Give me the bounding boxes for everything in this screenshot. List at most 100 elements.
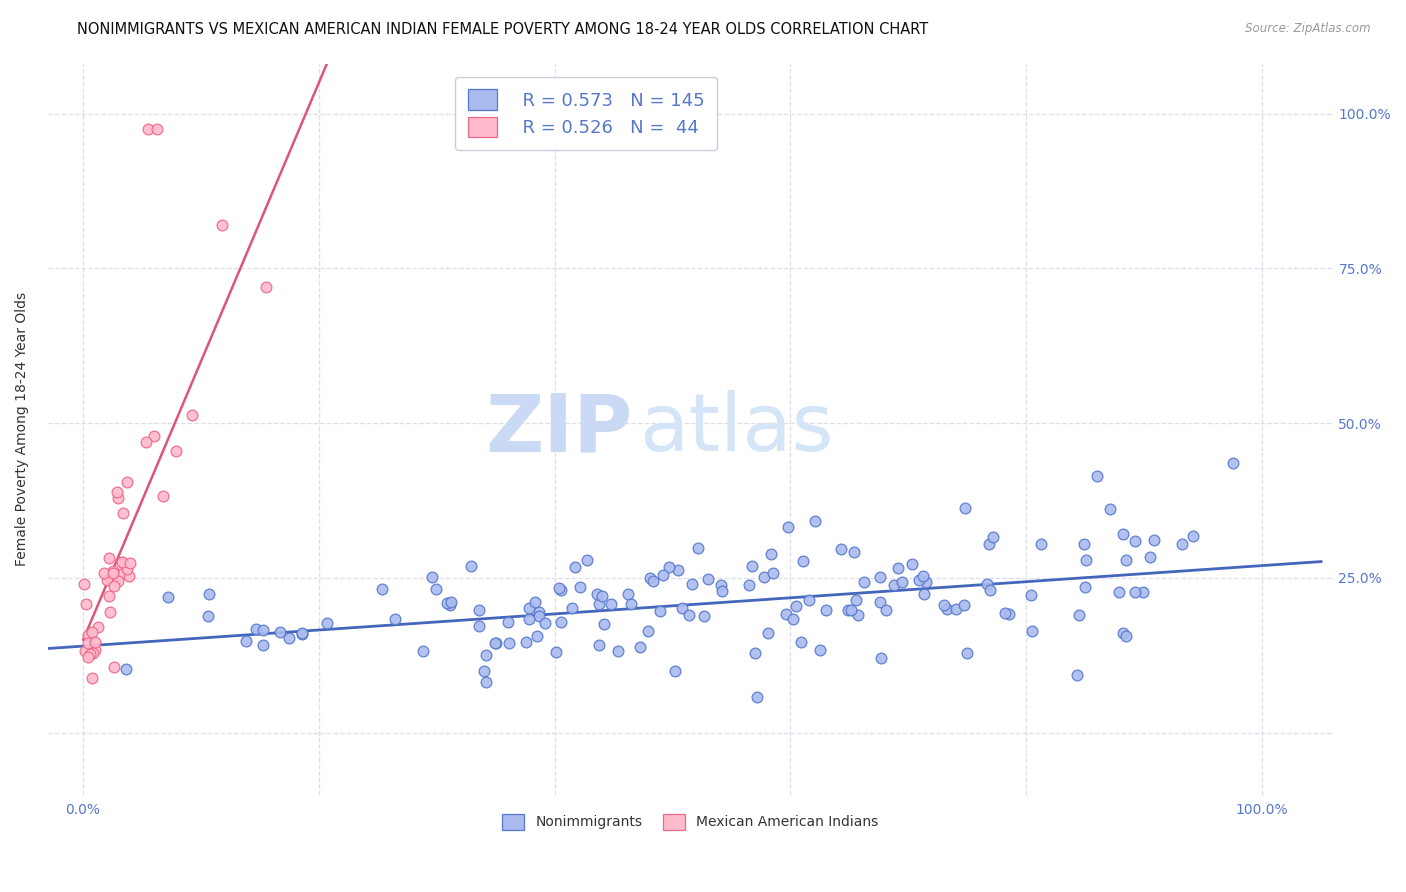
Point: [1139, 549, 1161, 564]
Point: [666, 563, 689, 577]
Point: [1019, 588, 1042, 602]
Point: [981, 530, 1004, 544]
Point: [637, 624, 659, 638]
Point: [384, 611, 406, 625]
Point: [1132, 585, 1154, 599]
Point: [561, 601, 583, 615]
Point: [117, 562, 139, 576]
Point: [901, 557, 924, 571]
Point: [693, 608, 716, 623]
Point: [79, 647, 101, 661]
Point: [82, 646, 104, 660]
Point: [932, 598, 955, 612]
Text: NONIMMIGRANTS VS MEXICAN AMERICAN INDIAN FEMALE POVERTY AMONG 18-24 YEAR OLDS CO: NONIMMIGRANTS VS MEXICAN AMERICAN INDIAN…: [77, 22, 928, 37]
Point: [103, 660, 125, 674]
Point: [547, 581, 569, 595]
Point: [869, 570, 891, 584]
Point: [762, 566, 785, 580]
Point: [575, 553, 598, 567]
Point: [1069, 607, 1091, 622]
Point: [741, 558, 763, 573]
Point: [533, 616, 555, 631]
Point: [1108, 585, 1130, 599]
Point: [107, 491, 129, 506]
Point: [945, 601, 967, 615]
Legend: Nonimmigrants, Mexican American Indians: Nonimmigrants, Mexican American Indians: [496, 808, 884, 835]
Point: [1111, 626, 1133, 640]
Point: [135, 435, 157, 450]
Point: [83, 642, 105, 657]
Point: [468, 619, 491, 633]
Point: [1074, 580, 1097, 594]
Point: [1074, 552, 1097, 566]
Point: [166, 443, 188, 458]
Point: [747, 690, 769, 704]
Point: [440, 595, 463, 609]
Point: [439, 598, 461, 612]
Point: [475, 675, 498, 690]
Point: [73, 577, 96, 591]
Point: [80, 671, 103, 685]
Point: [75, 644, 97, 658]
Point: [588, 639, 610, 653]
Point: [789, 634, 811, 648]
Point: [617, 587, 640, 601]
Point: [778, 520, 800, 534]
Point: [875, 602, 897, 616]
Point: [475, 648, 498, 662]
Point: [1123, 584, 1146, 599]
Point: [600, 597, 623, 611]
Point: [115, 475, 138, 490]
Point: [75, 598, 97, 612]
Point: [738, 577, 761, 591]
Point: [792, 554, 814, 568]
Point: [100, 572, 122, 586]
Point: [804, 515, 827, 529]
Point: [1222, 457, 1244, 471]
Point: [197, 609, 219, 624]
Point: [953, 598, 976, 612]
Point: [252, 638, 274, 652]
Point: [103, 566, 125, 581]
Point: [845, 592, 868, 607]
Point: [869, 594, 891, 608]
Point: [316, 615, 339, 630]
Point: [591, 589, 613, 603]
Point: [979, 537, 1001, 551]
Point: [883, 578, 905, 592]
Point: [371, 582, 394, 596]
Point: [593, 616, 616, 631]
Point: [485, 636, 508, 650]
Point: [1182, 529, 1205, 543]
Point: [799, 593, 821, 607]
Point: [96, 574, 118, 588]
Point: [472, 664, 495, 678]
Point: [546, 645, 568, 659]
Point: [588, 597, 610, 611]
Point: [1085, 469, 1108, 483]
Point: [606, 644, 628, 658]
Point: [115, 662, 138, 676]
Point: [688, 541, 710, 555]
Point: [181, 408, 204, 422]
Point: [953, 501, 976, 516]
Point: [517, 601, 540, 615]
Point: [1115, 553, 1137, 567]
Point: [111, 506, 134, 520]
Point: [658, 559, 681, 574]
Point: [1123, 534, 1146, 549]
Point: [912, 587, 935, 601]
Point: [814, 603, 837, 617]
Point: [84, 635, 107, 649]
Point: [842, 544, 865, 558]
Point: [1066, 668, 1088, 682]
Point: [468, 603, 491, 617]
Point: [146, 122, 169, 136]
Point: [678, 607, 700, 622]
Point: [523, 595, 546, 609]
Point: [912, 569, 935, 583]
Point: [529, 605, 551, 619]
Point: [569, 580, 592, 594]
Point: [1115, 630, 1137, 644]
Point: [643, 574, 665, 588]
